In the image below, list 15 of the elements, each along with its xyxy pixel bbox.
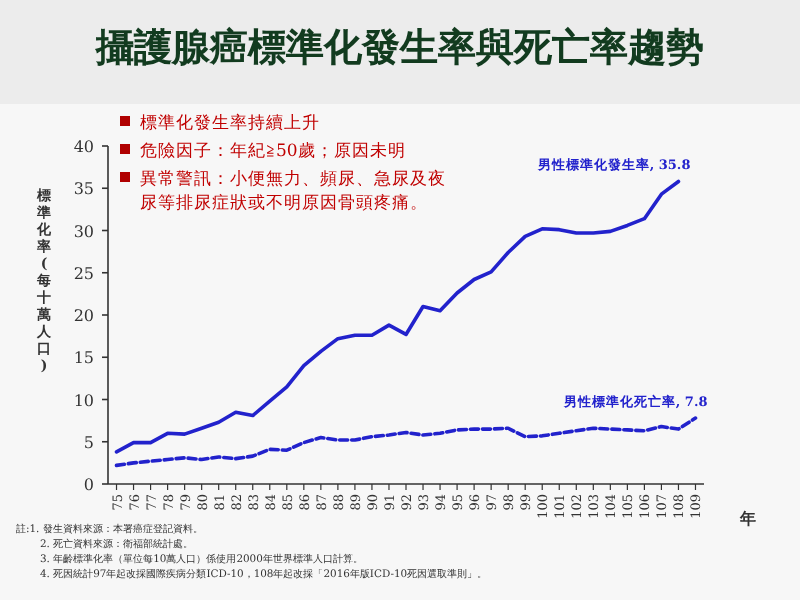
y-tick-label: 5 <box>83 433 94 452</box>
chart-title: 攝護腺癌標準化發生率與死亡率趨勢 <box>94 26 704 70</box>
line-series <box>114 416 698 468</box>
y-tick-label: 30 <box>73 222 94 241</box>
y-tick-label: 25 <box>73 264 94 283</box>
annotation: 異常警訊：小便無力、頻尿、急尿及夜尿等排尿症狀或不明原因骨頭疼痛。 <box>140 168 446 214</box>
x-axis-title: 年 <box>738 508 756 528</box>
y-tick-label: 35 <box>73 180 94 199</box>
y-tick-label: 0 <box>83 476 94 494</box>
annotation: 危險因子：年紀≧50歲；原因未明 <box>140 140 406 162</box>
text: 標準化發生率持續上升 <box>140 112 320 134</box>
y-tick-label: 20 <box>73 307 94 325</box>
y-tick-label: 10 <box>73 391 94 410</box>
y-tick-label: 15 <box>73 349 94 368</box>
y-tick-label: 40 <box>73 138 94 156</box>
